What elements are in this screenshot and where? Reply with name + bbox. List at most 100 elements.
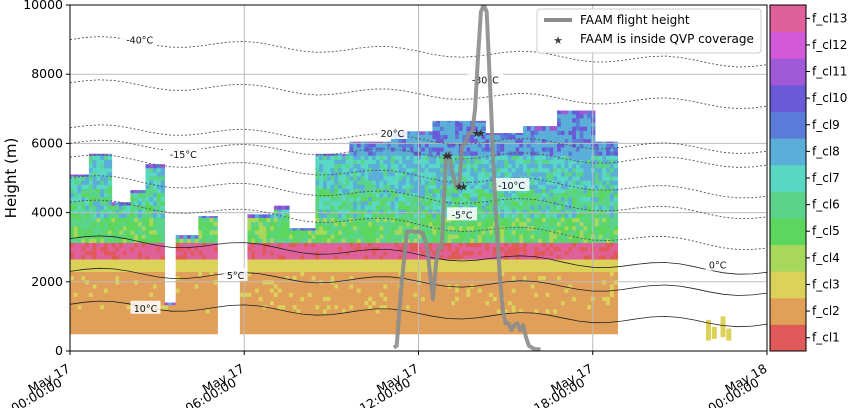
heatmap-cell (553, 283, 558, 289)
heatmap-cell (387, 321, 392, 326)
heatmap-cell (368, 308, 373, 314)
heatmap-cell (111, 202, 116, 206)
heatmap-cell (447, 321, 452, 326)
heatmap-cell (307, 234, 313, 239)
heatmap-cell (545, 175, 551, 181)
heatmap-cell (368, 229, 373, 235)
heatmap-cell (183, 267, 188, 273)
heatmap-cell (481, 130, 486, 135)
heatmap-cell (349, 204, 354, 210)
heatmap-cell (70, 196, 75, 202)
heatmap-cell (326, 246, 332, 252)
heatmap-cell (511, 225, 517, 231)
heatmap-cell (368, 263, 373, 268)
heatmap-cell (462, 175, 468, 181)
heatmap-cell (485, 188, 490, 194)
heatmap-cell (557, 121, 562, 127)
heatmap-cell (379, 141, 384, 144)
heatmap-cell (451, 238, 456, 243)
heatmap-cell (451, 142, 456, 148)
heatmap-cell (103, 225, 109, 231)
heatmap-cell (500, 200, 505, 206)
heatmap-cell (137, 204, 143, 210)
heatmap-cell (213, 217, 218, 223)
heatmap-cell (549, 171, 554, 177)
heatmap-cell (394, 238, 400, 243)
heatmap-cell (466, 288, 471, 293)
heatmap-cell (443, 250, 449, 256)
heatmap-cell (375, 292, 381, 297)
heatmap-cell (315, 275, 320, 281)
heatmap-cell (545, 180, 551, 185)
heatmap-cell (356, 267, 362, 273)
heatmap-cell (300, 234, 305, 239)
heatmap-cell (311, 263, 317, 268)
heatmap-cell (338, 180, 343, 185)
heatmap-cell (511, 138, 517, 144)
heatmap-cell (387, 288, 392, 293)
heatmap-cell (439, 321, 445, 326)
heatmap-cell (372, 292, 377, 297)
heatmap-cell (515, 254, 520, 260)
heatmap-cell (334, 153, 339, 156)
heatmap-cell (103, 304, 109, 310)
heatmap-cell (432, 250, 437, 256)
heatmap-cell (511, 296, 517, 302)
heatmap-cell (413, 138, 418, 144)
heatmap-cell (387, 221, 392, 227)
heatmap-cell (187, 250, 192, 256)
heatmap-cell (387, 142, 392, 148)
heatmap-cell (273, 296, 279, 302)
heatmap-cell (307, 304, 313, 310)
heatmap-cell (443, 271, 449, 277)
heatmap-cell (205, 329, 211, 335)
heatmap-cell (526, 200, 532, 206)
heatmap-cell (436, 242, 441, 248)
heatmap-cell (511, 304, 517, 310)
heatmap-cell (417, 134, 422, 140)
heatmap-cell (356, 329, 362, 335)
heatmap-cell (406, 159, 411, 165)
heatmap-cell (281, 254, 286, 260)
heatmap-cell (447, 196, 452, 202)
heatmap-cell (273, 300, 279, 306)
heatmap-cell (251, 321, 256, 326)
heatmap-cell (500, 217, 505, 223)
heatmap-cell (103, 171, 109, 177)
heatmap-cell (545, 271, 551, 277)
heatmap-cell (137, 312, 143, 318)
heatmap-cell (511, 229, 517, 235)
heatmap-cell (255, 238, 260, 243)
heatmap-cell (73, 184, 79, 189)
heatmap-cell (519, 283, 524, 289)
heatmap-cell (326, 229, 332, 235)
heatmap-cell (432, 120, 437, 123)
heatmap-cell (447, 180, 452, 185)
heatmap-cell (473, 184, 479, 189)
heatmap-cell (258, 283, 264, 289)
heatmap-cell (156, 234, 162, 239)
heatmap-cell (349, 196, 354, 202)
heatmap-cell (413, 171, 418, 177)
heatmap-cell (379, 263, 384, 268)
heatmap-cell (202, 271, 207, 277)
heatmap-cell (432, 192, 437, 198)
heatmap-cell (523, 300, 528, 306)
heatmap-cell (179, 246, 184, 252)
heatmap-cell (187, 271, 192, 277)
heatmap-cell (338, 225, 343, 231)
heatmap-cell (447, 246, 452, 252)
heatmap-cell (145, 204, 150, 210)
heatmap-cell (103, 175, 109, 181)
heatmap-cell (322, 238, 328, 243)
heatmap-cell (368, 196, 373, 202)
heatmap-cell (413, 225, 418, 231)
heatmap-cell (311, 228, 317, 231)
heatmap-cell (266, 296, 271, 302)
heatmap-cell (202, 221, 207, 227)
heatmap-cell (470, 300, 475, 306)
heatmap-cell (77, 329, 82, 335)
heatmap-cell (402, 217, 407, 223)
heatmap-cell (315, 258, 320, 264)
heatmap-cell (470, 146, 475, 152)
